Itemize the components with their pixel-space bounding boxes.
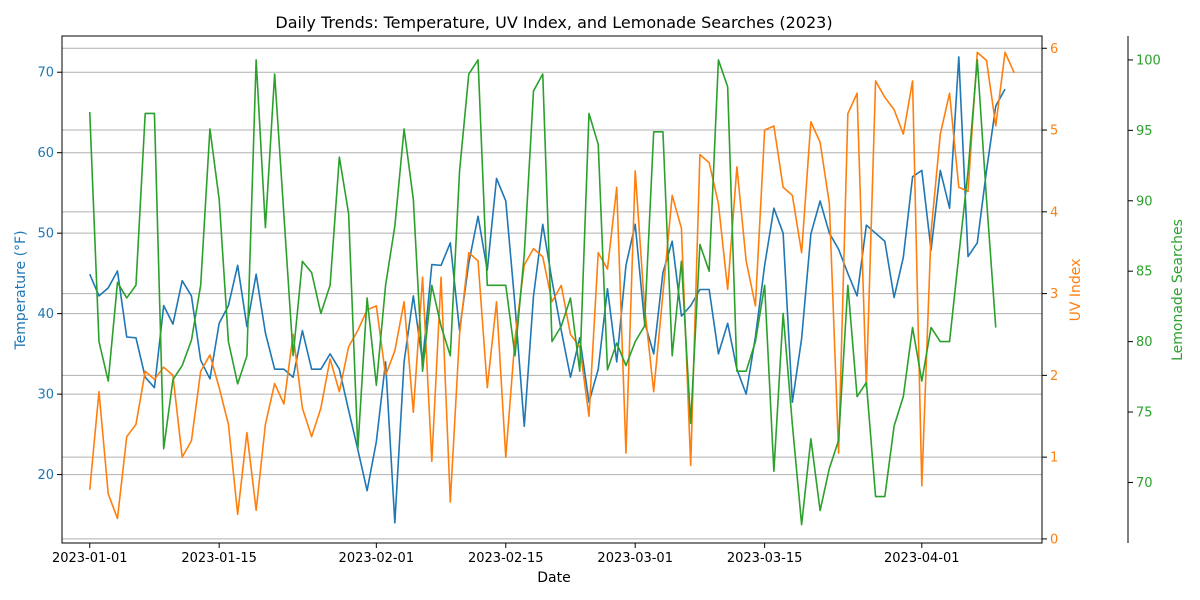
y-tick-label-temperature: 50	[37, 227, 54, 242]
y-axis-title-temperature: Temperature (°F)	[13, 230, 29, 350]
x-tick-label: 2023-03-01	[597, 551, 673, 566]
y-tick-label-uv: 2	[1050, 369, 1058, 384]
y-tick-label-uv: 3	[1050, 287, 1058, 302]
y-tick-label-searches: 70	[1136, 476, 1153, 491]
y-tick-label-temperature: 40	[37, 307, 54, 322]
y-tick-label-uv: 0	[1050, 532, 1058, 547]
y-tick-label-searches: 90	[1136, 194, 1153, 209]
chart-title: Daily Trends: Temperature, UV Index, and…	[275, 13, 832, 32]
y-tick-label-temperature: 60	[37, 146, 54, 161]
y-axis-title-searches: Lemonade Searches	[1170, 219, 1186, 361]
y-tick-label-searches: 95	[1136, 124, 1153, 139]
x-tick-label: 2023-02-15	[468, 551, 544, 566]
x-tick-label: 2023-04-01	[884, 551, 960, 566]
series-line-searches	[88, 59, 997, 526]
y-tick-label-temperature: 70	[37, 66, 54, 81]
series-lines	[88, 51, 1015, 526]
grid-lines	[62, 47, 1042, 540]
series-line-uv	[88, 51, 1015, 520]
y-tick-label-searches: 100	[1136, 53, 1161, 68]
y-tick-label-searches: 80	[1136, 335, 1153, 350]
y-tick-label-searches: 85	[1136, 265, 1153, 280]
plot-frame	[61, 35, 1043, 544]
y-tick-label-uv: 6	[1050, 42, 1058, 57]
y-axis-title-uv: UV Index	[1068, 259, 1084, 322]
y-tick-label-uv: 5	[1050, 124, 1058, 139]
y-tick-label-temperature: 20	[37, 468, 54, 483]
y-tick-label-temperature: 30	[37, 388, 54, 403]
y-tick-label-uv: 4	[1050, 205, 1058, 220]
axes: 2023-01-01 2023-01-15 2023-02-01 2023-02-15…	[37, 35, 1161, 566]
series-line-temperature	[89, 56, 1006, 524]
x-tick-label: 2023-03-15	[727, 551, 803, 566]
x-tick-label: 2023-01-01	[52, 551, 128, 566]
x-axis-title: Date	[537, 570, 570, 586]
y-tick-label-searches: 75	[1136, 406, 1153, 421]
x-tick-label: 2023-01-15	[181, 551, 257, 566]
x-tick-label: 2023-02-01	[339, 551, 415, 566]
y-tick-label-uv: 1	[1050, 451, 1058, 466]
